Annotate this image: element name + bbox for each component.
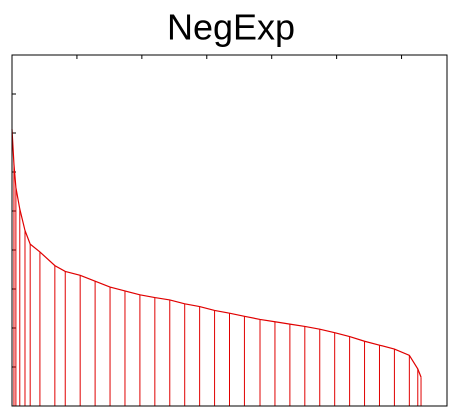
plot-frame bbox=[11, 54, 448, 407]
chart-title: NegExp bbox=[167, 7, 295, 48]
curve bbox=[11, 129, 422, 378]
